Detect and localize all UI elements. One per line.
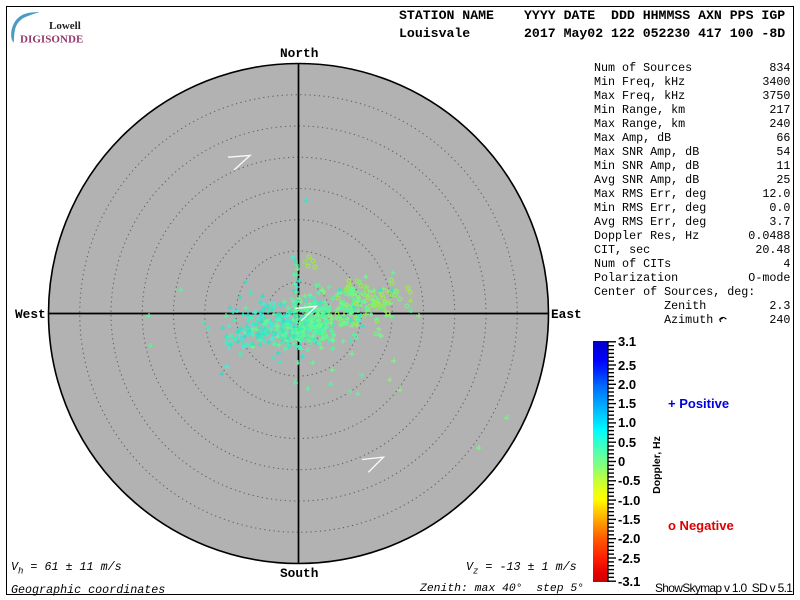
svg-text:Doppler, Hz: Doppler, Hz <box>651 436 663 494</box>
svg-text:DIGISONDE: DIGISONDE <box>20 34 83 46</box>
svg-text:Lowell: Lowell <box>49 20 81 32</box>
